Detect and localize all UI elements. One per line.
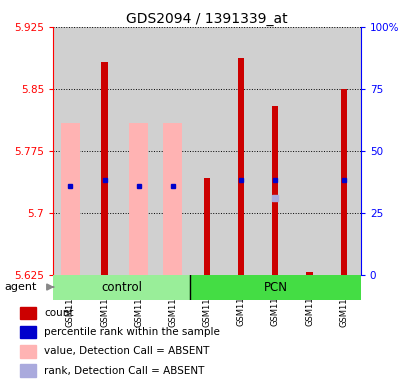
- Bar: [121, 27, 155, 275]
- Bar: [258, 27, 292, 275]
- Bar: [101, 61, 107, 275]
- Bar: [61, 124, 80, 275]
- Bar: [224, 27, 258, 275]
- Text: control: control: [101, 281, 142, 293]
- Bar: [20, 307, 36, 319]
- Bar: [189, 275, 360, 300]
- Bar: [87, 27, 121, 275]
- Bar: [20, 326, 36, 338]
- Bar: [326, 27, 360, 275]
- Bar: [129, 124, 148, 275]
- Bar: [20, 364, 36, 377]
- Bar: [53, 275, 189, 300]
- Text: percentile rank within the sample: percentile rank within the sample: [44, 327, 220, 337]
- Title: GDS2094 / 1391339_at: GDS2094 / 1391339_at: [126, 12, 287, 26]
- Text: rank, Detection Call = ABSENT: rank, Detection Call = ABSENT: [44, 366, 204, 376]
- Bar: [155, 27, 189, 275]
- Bar: [53, 27, 87, 275]
- Text: count: count: [44, 308, 74, 318]
- Bar: [204, 178, 209, 275]
- Bar: [189, 27, 224, 275]
- Bar: [163, 124, 182, 275]
- Text: agent: agent: [4, 282, 36, 292]
- Text: value, Detection Call = ABSENT: value, Detection Call = ABSENT: [44, 346, 209, 356]
- Bar: [292, 27, 326, 275]
- Text: PCN: PCN: [263, 281, 287, 293]
- Bar: [340, 89, 346, 275]
- Bar: [238, 58, 244, 275]
- Bar: [272, 106, 278, 275]
- Bar: [20, 345, 36, 358]
- Bar: [306, 272, 312, 275]
